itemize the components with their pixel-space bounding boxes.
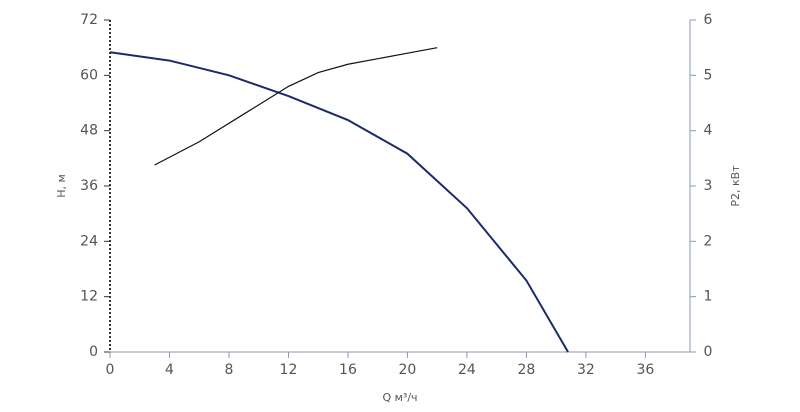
y-tick-label: 0 (89, 344, 98, 360)
x-tick-label: 16 (339, 362, 357, 378)
y2-tick-label: 1 (704, 289, 713, 305)
x-tick-label: 8 (225, 362, 234, 378)
y-tick-label: 60 (80, 67, 98, 83)
x-tick-label: 36 (636, 362, 654, 378)
y2-tick-label: 3 (704, 178, 713, 194)
y2-tick-label: 4 (704, 123, 713, 139)
y-tick-label: 12 (80, 289, 98, 305)
y-tick-label: 72 (80, 12, 98, 28)
x-tick-label: 24 (458, 362, 476, 378)
x-tick-label: 0 (106, 362, 115, 378)
y-tick-label: 48 (80, 123, 98, 139)
x-tick-label: 28 (517, 362, 535, 378)
y2-tick-label: 6 (704, 12, 713, 28)
x-axis-label: Q м³/ч (382, 391, 417, 404)
x-tick-label: 20 (399, 362, 417, 378)
x-tick-label: 4 (165, 362, 174, 378)
y-tick-label: 36 (80, 178, 98, 194)
y2-tick-label: 2 (704, 233, 713, 249)
x-tick-label: 32 (577, 362, 595, 378)
y2-tick-label: 5 (704, 67, 713, 83)
y2-tick-label: 0 (704, 344, 713, 360)
y2-axis-label: P2, кВт (729, 165, 742, 207)
y-axis-label: H, м (55, 174, 68, 198)
x-tick-label: 12 (280, 362, 298, 378)
curve (154, 47, 438, 166)
y-tick-label: 24 (80, 233, 98, 249)
curve (109, 51, 569, 353)
